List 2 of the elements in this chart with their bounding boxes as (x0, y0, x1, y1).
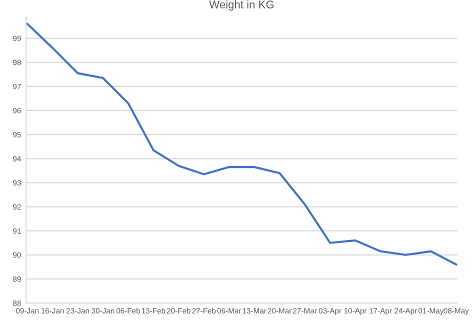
chart-title: Weight in KG (209, 0, 274, 11)
line-series (26, 22, 458, 266)
